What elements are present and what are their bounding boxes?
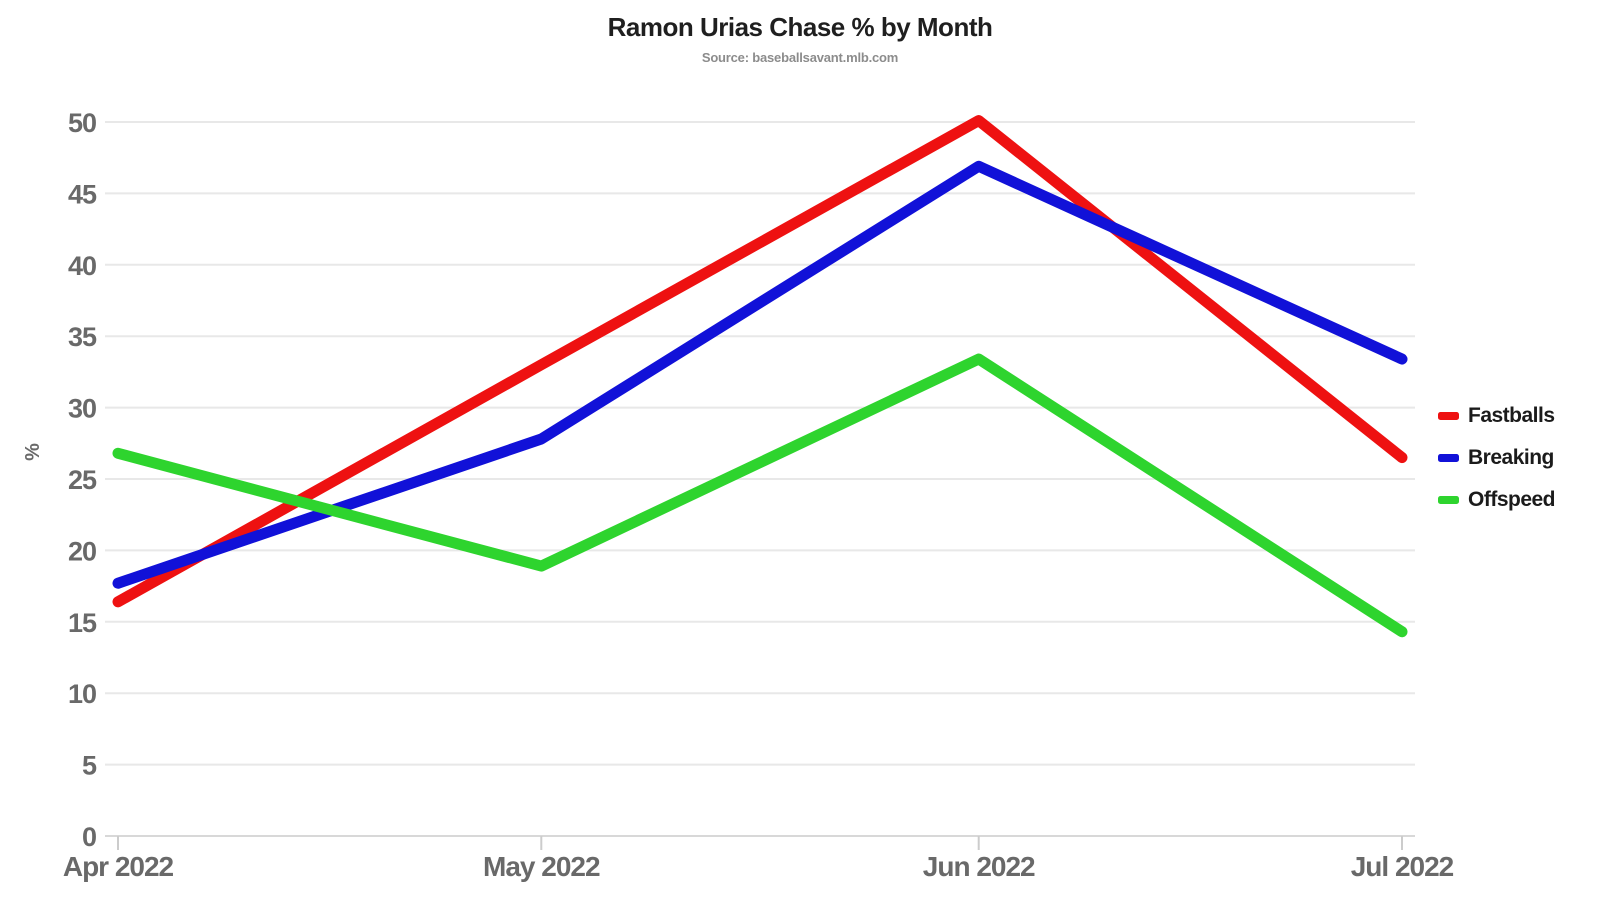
x-tick-label-0: Apr 2022 bbox=[63, 851, 174, 882]
y-tick-label-25: 25 bbox=[68, 465, 97, 495]
chart-title: Ramon Urias Chase % by Month bbox=[607, 12, 993, 42]
legend-label-offspeed: Offspeed bbox=[1468, 488, 1556, 511]
y-tick-label-0: 0 bbox=[82, 822, 96, 852]
legend-item-fastballs: Fastballs bbox=[1438, 395, 1555, 437]
legend-item-breaking: Breaking bbox=[1438, 437, 1555, 479]
series-line-fastballs bbox=[112, 115, 1408, 608]
legend-item-offspeed: Offspeed bbox=[1438, 479, 1556, 521]
legend-label-breaking: Breaking bbox=[1468, 446, 1554, 469]
legend-swatch-fastballs bbox=[1438, 412, 1459, 420]
x-tick-label-2: Jun 2022 bbox=[923, 851, 1035, 882]
x-tick-label-1: May 2022 bbox=[483, 851, 600, 882]
legend-label-fastballs: Fastballs bbox=[1468, 404, 1555, 427]
x-tick-label-3: Jul 2022 bbox=[1351, 851, 1454, 882]
legend: Fastballs Breaking Offspeed bbox=[1438, 395, 1556, 521]
y-tick-label-20: 20 bbox=[68, 536, 96, 566]
y-tick-label-50: 50 bbox=[68, 108, 96, 138]
y-tick-label-30: 30 bbox=[68, 394, 96, 424]
y-tick-label-5: 5 bbox=[82, 751, 97, 781]
y-tick-label-15: 15 bbox=[68, 608, 97, 638]
series-line-offspeed bbox=[112, 353, 1408, 638]
y-tick-label-40: 40 bbox=[68, 251, 96, 281]
y-tick-label-45: 45 bbox=[68, 179, 97, 209]
y-tick-label-35: 35 bbox=[68, 322, 97, 352]
legend-swatch-offspeed bbox=[1438, 496, 1459, 504]
legend-swatch-breaking bbox=[1438, 454, 1459, 462]
series-line-breaking bbox=[112, 160, 1408, 589]
y-tick-label-10: 10 bbox=[68, 679, 96, 709]
chart-subtitle: Source: baseballsavant.mlb.com bbox=[701, 50, 899, 65]
